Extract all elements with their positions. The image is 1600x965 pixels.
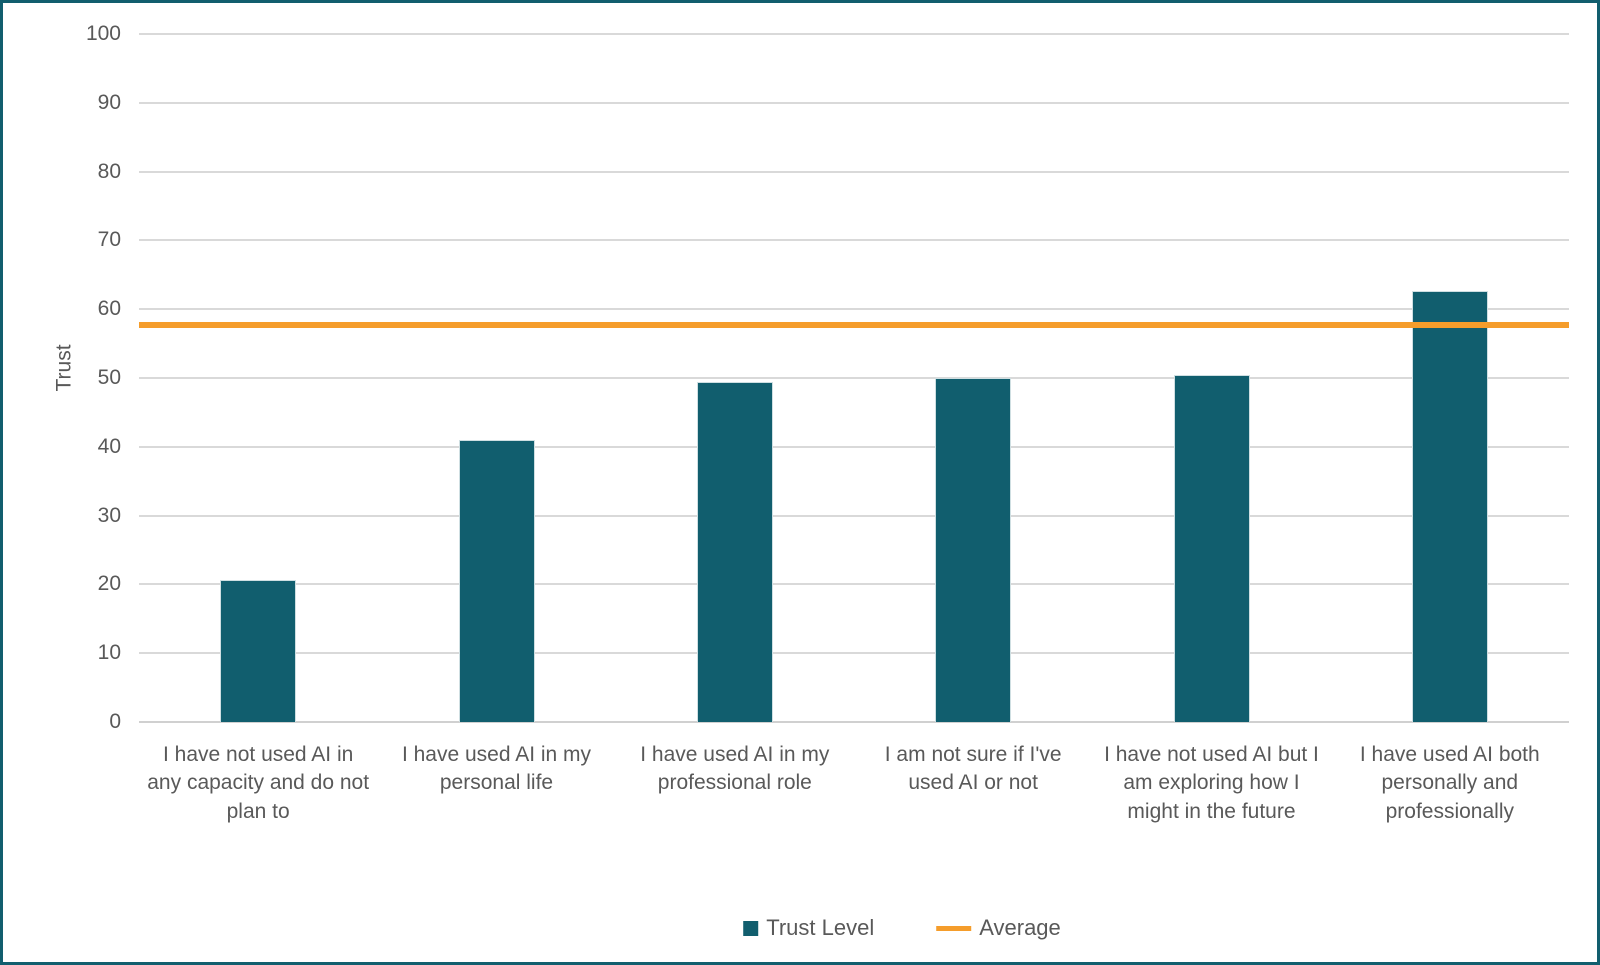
y-tick-label-10: 10 [97,641,121,665]
gridline-80 [139,170,1569,173]
average-line-swatch-icon [936,925,972,931]
x-category-label-5: I have not used AI but I am exploring ho… [1104,743,1319,823]
gridline-100 [139,33,1569,35]
bar-6 [1411,291,1488,722]
plot-area [139,33,1569,723]
legend-item-trust-level: Trust Level [743,915,874,941]
gridline-90 [139,101,1569,104]
bar-3 [696,382,773,722]
average-line [139,322,1569,329]
gridline-10 [139,652,1569,655]
x-category-label-6: I have used AI both personally and profe… [1359,743,1540,823]
x-category-label-2: I have used AI in my personal life [401,743,592,795]
x-category-label-4: I am not sure if I've used AI or not [884,743,1062,795]
gridline-60 [139,308,1569,311]
y-tick-label-20: 20 [97,572,121,596]
y-tick-label-60: 60 [97,297,121,321]
y-tick-label-70: 70 [97,228,121,252]
y-tick-label-100: 100 [85,22,121,45]
y-tick-label-0: 0 [109,710,121,733]
trust-level-swatch-icon [743,920,759,936]
gridline-40 [139,445,1569,448]
legend: Trust Level Average [743,915,1061,941]
y-tick-label-90: 90 [97,90,121,114]
bar-4 [935,378,1012,722]
legend-item-average: Average [936,915,1061,941]
gridline-20 [139,583,1569,586]
y-tick-label-80: 80 [97,159,121,183]
y-tick-label-30: 30 [97,503,121,527]
gridline-50 [139,377,1569,379]
gridline-0 [139,721,1569,723]
y-tick-label-50: 50 [97,366,121,389]
gridline-70 [139,239,1569,242]
legend-label-trust-level: Trust Level [766,915,875,940]
gridline-30 [139,514,1569,517]
bar-2 [458,439,535,722]
bar-1 [220,579,297,722]
bar-5 [1173,374,1250,722]
legend-label-average: Average [979,915,1061,940]
x-category-label-1: I have not used AI in any capacity and d… [147,743,370,823]
x-category-label-3: I have used AI in my professional role [640,743,830,795]
y-tick-label-40: 40 [97,434,121,458]
x-axis-labels: I have not used AI in any capacity and d… [139,741,1569,841]
